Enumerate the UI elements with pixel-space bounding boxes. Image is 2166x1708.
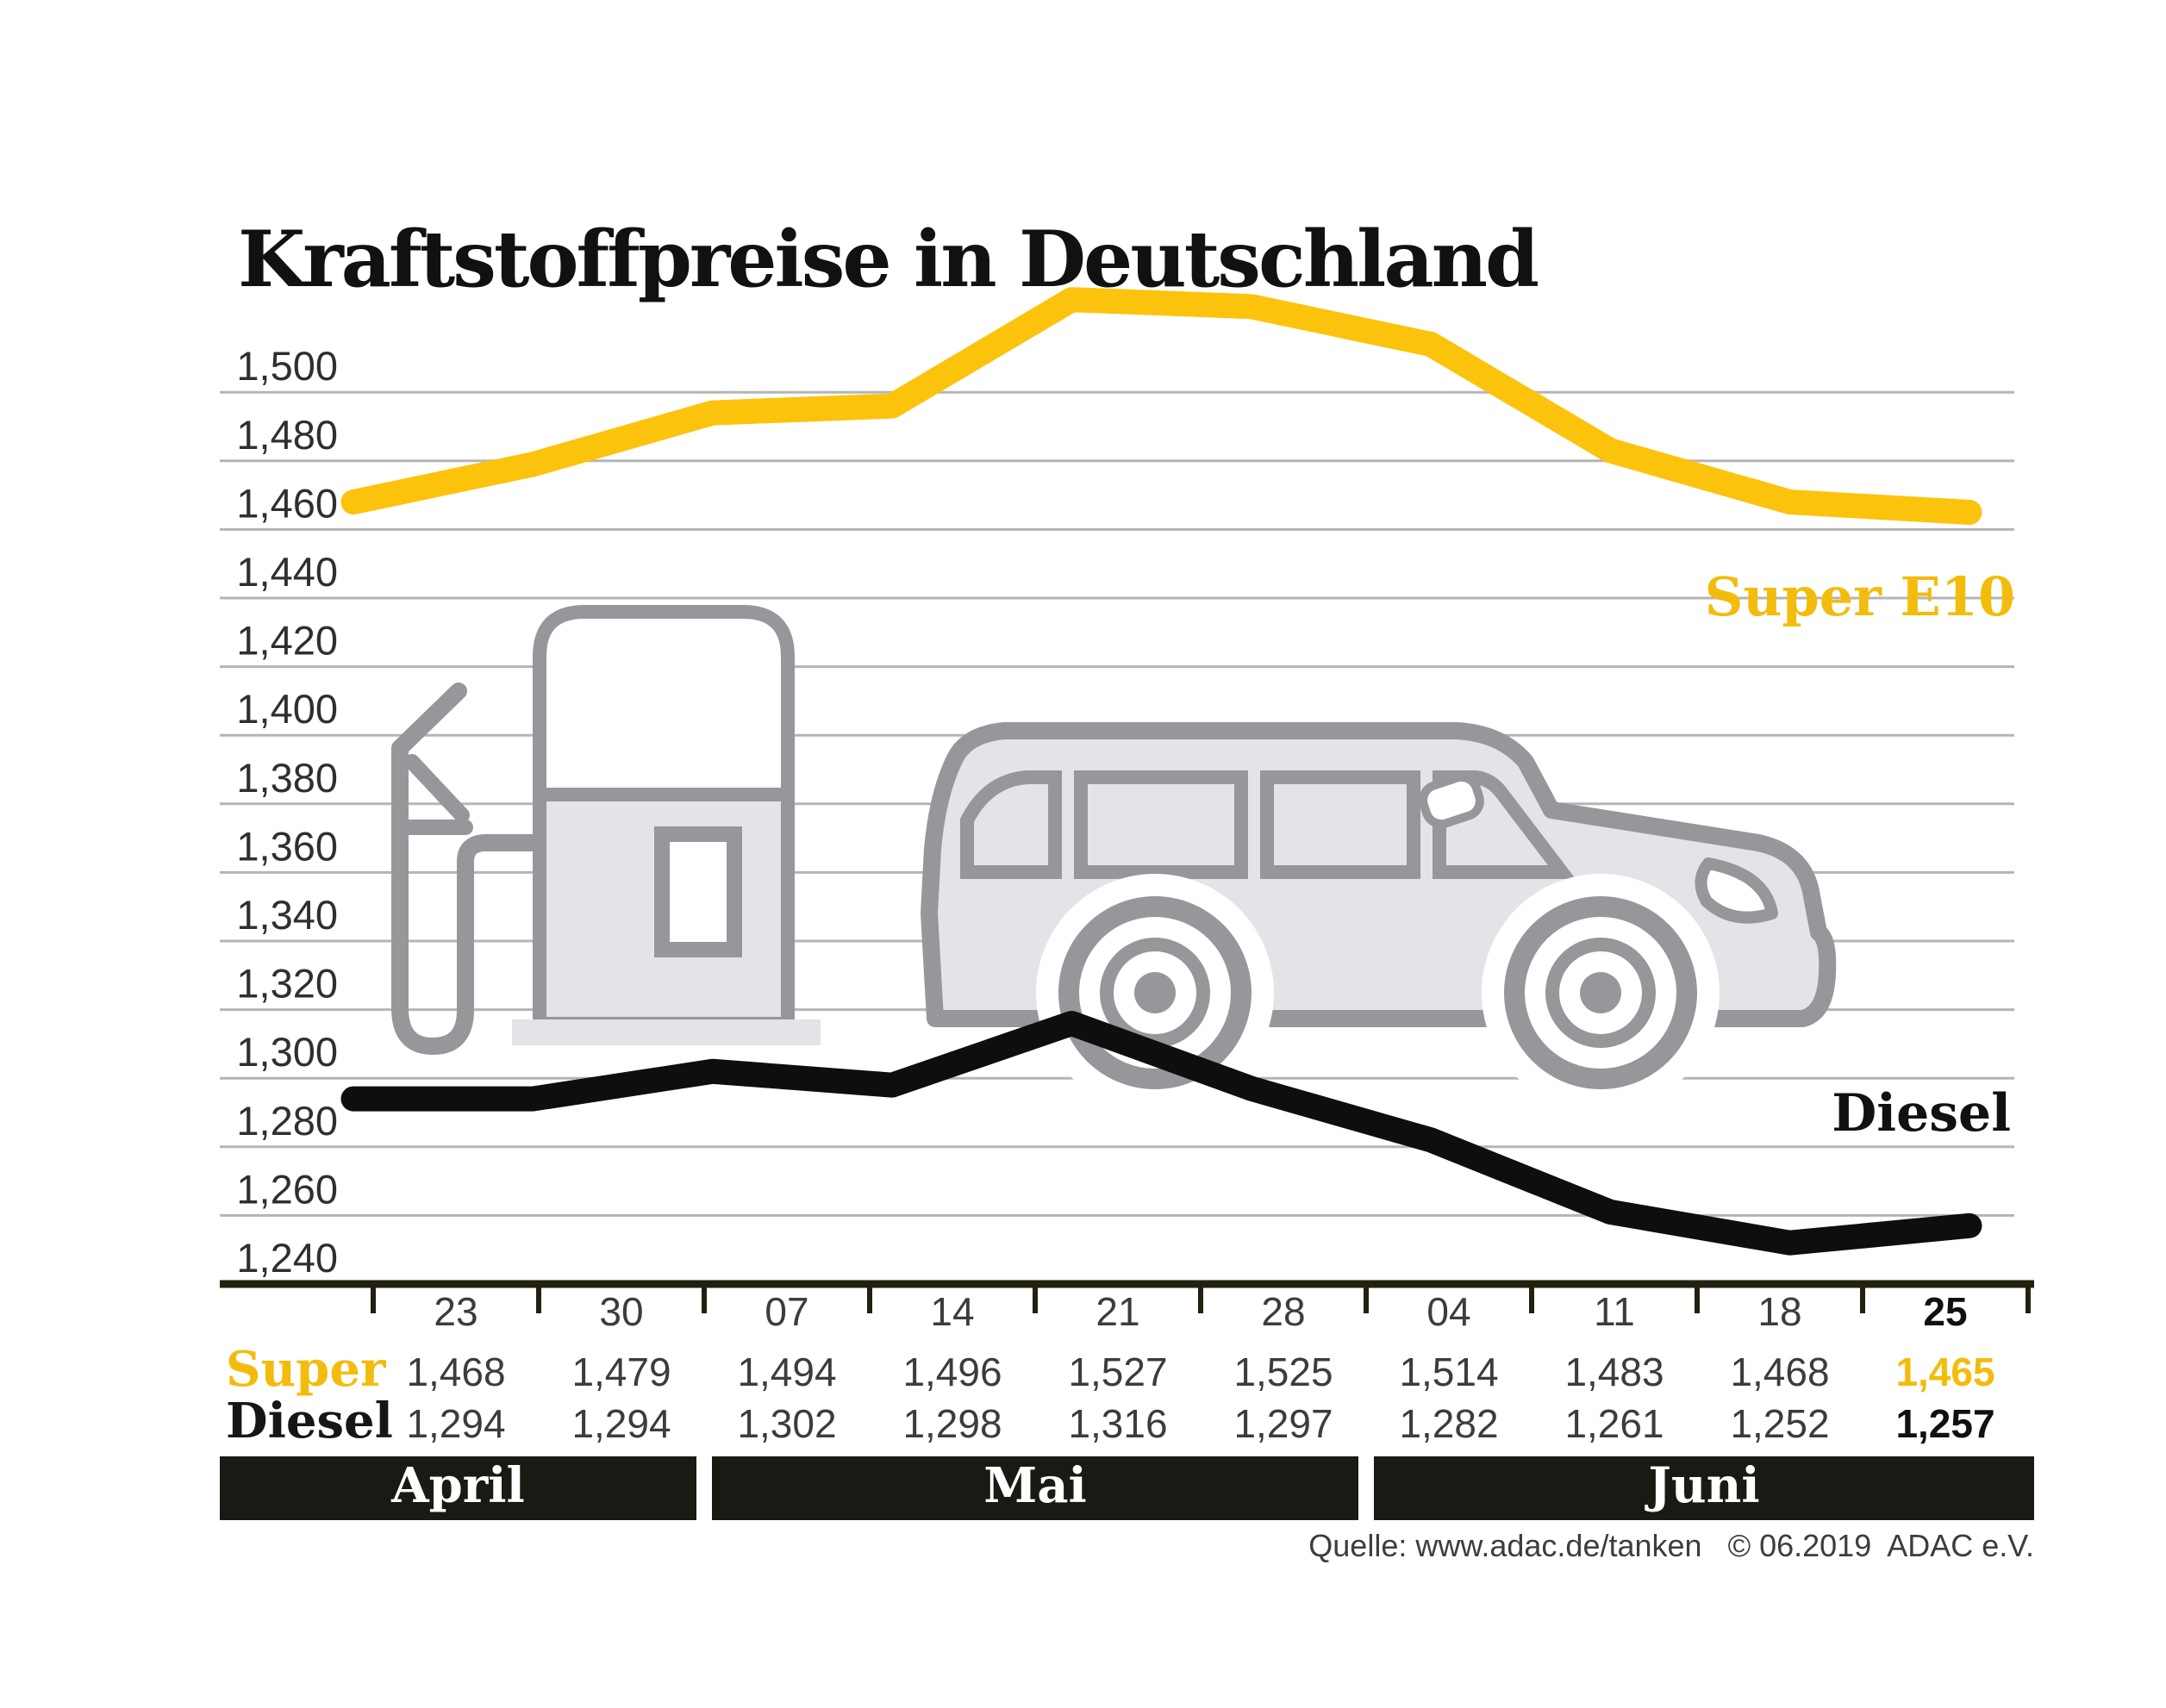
diesel-price: 1,261 xyxy=(1564,1401,1664,1446)
month-bands: April Mai Juni xyxy=(220,1456,2034,1520)
date-label: 21 xyxy=(1095,1289,1139,1334)
date-label: 04 xyxy=(1426,1289,1470,1334)
diesel-price: 1,257 xyxy=(1895,1401,1994,1446)
date-label: 11 xyxy=(1594,1289,1635,1334)
month-label: Mai xyxy=(983,1457,1087,1514)
car-icon xyxy=(921,722,1837,1112)
diesel-line xyxy=(340,1011,1982,1256)
super-price: 1,468 xyxy=(1730,1350,1829,1394)
month-band xyxy=(712,1456,1358,1520)
date-label: 28 xyxy=(1261,1289,1305,1334)
diesel-price: 1,282 xyxy=(1399,1401,1498,1446)
y-axis-label: 1,280 xyxy=(236,1098,338,1144)
month-band xyxy=(220,1456,696,1520)
y-axis-label: 1,480 xyxy=(236,412,338,458)
date-label: 18 xyxy=(1757,1289,1801,1334)
y-axis-label: 1,360 xyxy=(236,823,338,869)
fuel-pump-icon xyxy=(391,605,821,1055)
row-label-super: Super xyxy=(226,1341,387,1398)
date-labels: 23 30 07 14 21 28 04 11 18 25 xyxy=(434,1289,1967,1334)
car-mirror xyxy=(1419,772,1484,829)
diesel-price: 1,294 xyxy=(571,1401,671,1446)
y-axis-label: 1,440 xyxy=(236,549,338,595)
pump-hose xyxy=(391,683,552,1055)
month-label: April xyxy=(390,1457,525,1514)
pump-base xyxy=(512,1019,821,1045)
date-label: 25 xyxy=(1923,1289,1967,1334)
y-axis-label: 1,500 xyxy=(236,343,338,389)
y-axis-label: 1,340 xyxy=(236,892,338,938)
super-price: 1,496 xyxy=(902,1350,1002,1394)
date-label: 23 xyxy=(434,1289,478,1334)
super-e10-line-label: Super E10 xyxy=(1705,565,2015,628)
price-table: Super 1,468 1,479 1,494 1,496 1,527 1,525 1,514… xyxy=(226,1341,1995,1449)
super-price: 1,494 xyxy=(737,1350,836,1394)
y-axis-label: 1,400 xyxy=(236,686,338,732)
super-price: 1,479 xyxy=(571,1350,671,1394)
source-note: Quelle: www.adac.de/tanken © 06.2019 ADA… xyxy=(1308,1528,2034,1563)
car-headlight xyxy=(1695,857,1778,924)
car-front-wheel xyxy=(1482,874,1720,1112)
super-price: 1,483 xyxy=(1564,1350,1664,1394)
date-label: 14 xyxy=(930,1289,974,1334)
pump-trigger xyxy=(404,754,470,823)
date-label: 07 xyxy=(765,1289,808,1334)
y-axis-label: 1,460 xyxy=(236,480,338,526)
month-band xyxy=(1374,1456,2034,1520)
y-axis-label: 1,320 xyxy=(236,961,338,1007)
chart-title: Kraftstoffpreise in Deutschland xyxy=(238,214,1538,305)
super-price: 1,527 xyxy=(1068,1350,1167,1394)
super-price: 1,525 xyxy=(1233,1350,1333,1394)
super-e10-line xyxy=(340,287,1982,525)
data-lines xyxy=(340,287,1982,1256)
car-window-mid2 xyxy=(1260,770,1420,879)
super-price: 1,465 xyxy=(1895,1350,1994,1394)
diesel-price: 1,316 xyxy=(1068,1401,1167,1446)
car-window-mid1 xyxy=(1074,770,1248,879)
pump-slot xyxy=(654,826,742,957)
diesel-price: 1,302 xyxy=(737,1401,836,1446)
diesel-line-label: Diesel xyxy=(1832,1083,2011,1144)
y-axis-label: 1,380 xyxy=(236,755,338,801)
y-axis-labels: 1,500 1,480 1,460 1,440 1,420 1,400 1,380 1,360… xyxy=(236,343,338,1281)
row-label-diesel: Diesel xyxy=(226,1393,393,1449)
y-axis-label: 1,240 xyxy=(236,1235,338,1281)
x-axis xyxy=(220,1280,2034,1313)
diesel-price: 1,252 xyxy=(1730,1401,1829,1446)
diesel-price: 1,297 xyxy=(1233,1401,1333,1446)
month-label: Juni xyxy=(1644,1457,1759,1514)
diesel-price: 1,294 xyxy=(406,1401,505,1446)
super-price: 1,514 xyxy=(1399,1350,1498,1394)
y-axis-label: 1,300 xyxy=(236,1029,338,1075)
car-window-rear xyxy=(960,770,1062,879)
y-axis-label: 1,420 xyxy=(236,618,338,664)
super-price: 1,468 xyxy=(406,1350,505,1394)
y-axis-label: 1,260 xyxy=(236,1166,338,1212)
date-label: 30 xyxy=(599,1289,643,1334)
diesel-price: 1,298 xyxy=(902,1401,1002,1446)
